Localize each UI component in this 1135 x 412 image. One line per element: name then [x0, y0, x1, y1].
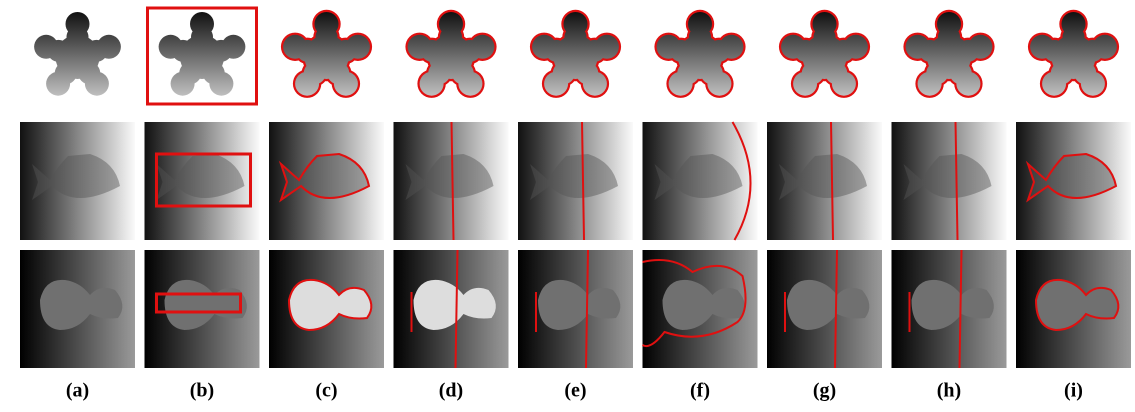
shape	[1081, 72, 1105, 96]
shape	[295, 72, 319, 96]
panel-label: (g)	[813, 380, 836, 402]
shape	[470, 35, 494, 59]
shape	[439, 12, 463, 36]
shape	[688, 12, 712, 36]
shape	[583, 72, 607, 96]
panel-label: (c)	[315, 380, 337, 402]
shape	[781, 35, 805, 59]
panel-label: (i)	[1064, 380, 1083, 402]
shape	[669, 72, 693, 96]
panel-label: (e)	[564, 380, 586, 402]
shape	[918, 72, 942, 96]
shape	[46, 72, 70, 96]
panel-label: (a)	[66, 380, 89, 402]
shape	[544, 72, 568, 96]
shape	[1062, 12, 1086, 36]
shape	[346, 35, 370, 59]
shape	[719, 35, 743, 59]
shape	[334, 72, 358, 96]
flower-image	[405, 10, 496, 98]
panel-label: (d)	[439, 380, 463, 402]
flower-image	[34, 12, 121, 96]
flower-image	[654, 10, 745, 98]
shape	[315, 12, 339, 36]
page: {"figure": {"labels": ["(a)", "(b)", "(c…	[0, 0, 1135, 412]
shape	[707, 72, 731, 96]
shape	[595, 35, 619, 59]
shape	[66, 12, 90, 36]
shape	[190, 12, 214, 36]
shape	[97, 35, 121, 59]
shape	[1093, 35, 1117, 59]
shape	[844, 35, 868, 59]
figure: (a) (b) (c) (d) (e) (f) (g) (h) (i)	[0, 0, 1135, 412]
shape	[657, 35, 681, 59]
shape	[34, 35, 58, 59]
flower-image	[1028, 10, 1119, 98]
shape	[956, 72, 980, 96]
flower-image	[159, 12, 246, 96]
shape	[906, 35, 930, 59]
shape	[968, 35, 992, 59]
shape	[171, 72, 195, 96]
shape	[420, 72, 444, 96]
panel-label: (b)	[190, 380, 214, 402]
shape	[564, 12, 588, 36]
shape	[458, 72, 482, 96]
flower-image	[281, 10, 372, 98]
shape	[221, 35, 245, 59]
shape	[85, 72, 109, 96]
shape	[532, 35, 556, 59]
shape	[283, 35, 307, 59]
shape	[1042, 72, 1066, 96]
shape	[209, 72, 233, 96]
shape	[408, 35, 432, 59]
shape	[813, 12, 837, 36]
flower-image	[530, 10, 621, 98]
shape	[159, 35, 183, 59]
shape	[793, 72, 817, 96]
flower-image	[903, 10, 994, 98]
shape	[1030, 35, 1054, 59]
panel-label: (f)	[690, 380, 710, 402]
flower-image	[779, 10, 870, 98]
shape	[832, 72, 856, 96]
panel-label: (h)	[937, 380, 961, 402]
shape	[937, 12, 961, 36]
